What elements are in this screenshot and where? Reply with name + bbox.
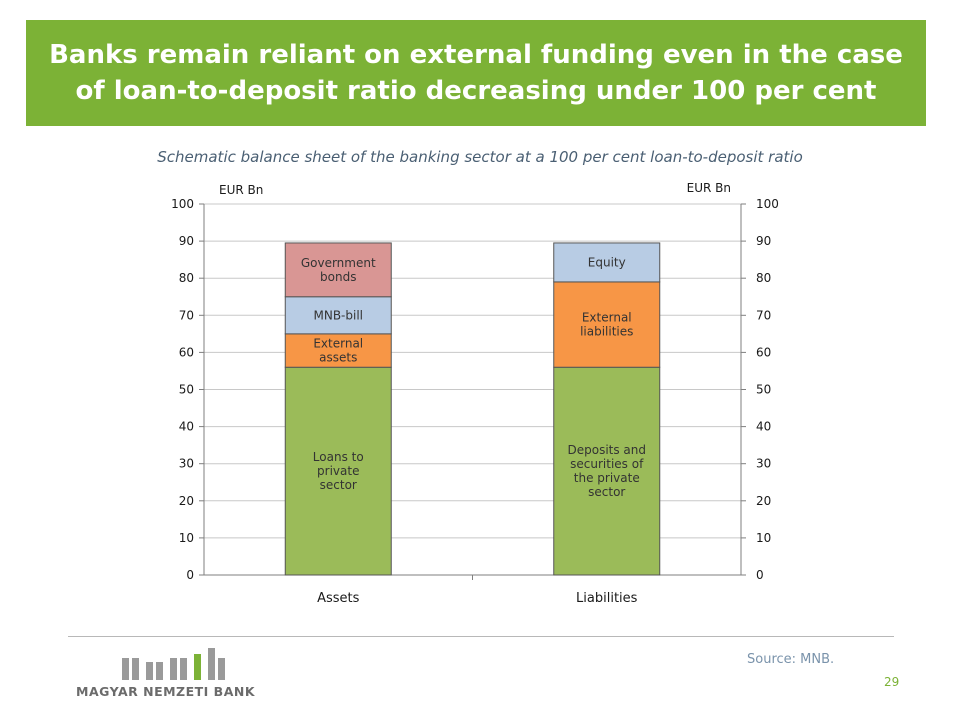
left-axis-unit-label: EUR Bn — [219, 183, 263, 197]
chart-subtitle: Schematic balance sheet of the banking s… — [157, 148, 803, 166]
bar-segment — [553, 242, 661, 283]
segment-label: bonds — [320, 270, 356, 284]
segment-label: sector — [320, 478, 357, 492]
y-tick-label-right: 90 — [756, 234, 771, 248]
segment-label: sector — [588, 485, 625, 499]
y-tick-label-right: 30 — [756, 457, 771, 471]
segment-label: assets — [319, 351, 357, 365]
segment-label: the private — [574, 471, 640, 485]
segment-label: External — [313, 337, 363, 351]
segment-label: Loans to — [313, 450, 364, 464]
y-tick-label-right: 10 — [756, 531, 771, 545]
segment-label: private — [317, 464, 359, 478]
title-banner: Banks remain reliant on external funding… — [26, 20, 926, 126]
source-note: Source: MNB. — [747, 652, 835, 667]
y-tick-label-left: 0 — [186, 568, 194, 582]
logo-bars-icon — [122, 648, 225, 680]
y-tick-label-left: 90 — [179, 234, 194, 248]
y-tick-label-left: 50 — [179, 383, 194, 397]
y-tick-label-right: 60 — [756, 345, 771, 359]
y-tick-label-left: 40 — [179, 420, 194, 434]
bar-segment — [553, 366, 661, 576]
y-tick-label-right: 80 — [756, 271, 771, 285]
page-number: 29 — [884, 675, 900, 689]
stacked-bar-chart: 0 0 10 10 20 20 30 30 40 40 50 50 60 60 70 70 80 80 90 90 10… — [171, 181, 779, 606]
y-tick-label-right: 70 — [756, 308, 771, 322]
segment-label: Equity — [588, 255, 626, 269]
x-category-label: Assets — [317, 591, 360, 606]
segment-label: Deposits and — [567, 443, 646, 457]
right-axis-unit-label: EUR Bn — [687, 181, 731, 195]
segment-label: Government — [301, 256, 376, 270]
bar-segment — [284, 296, 392, 335]
y-tick-label-left: 30 — [179, 457, 194, 471]
y-tick-label-right: 100 — [756, 197, 779, 211]
y-tick-label-right: 20 — [756, 494, 771, 508]
y-tick-label-left: 60 — [179, 345, 194, 359]
y-tick-label-left: 80 — [179, 271, 194, 285]
bar-segment — [284, 333, 392, 368]
segment-label: External — [582, 311, 632, 325]
logo-text: MAGYAR NEMZETI BANK — [76, 684, 256, 699]
y-tick-label-right: 0 — [756, 568, 764, 582]
y-tick-label-right: 50 — [756, 383, 771, 397]
y-tick-label-left: 100 — [171, 197, 194, 211]
x-category-label: Liabilities — [576, 591, 638, 606]
mnb-logo: MAGYAR NEMZETI BANK — [72, 640, 272, 710]
segment-label: liabilities — [580, 325, 633, 339]
y-tick-label-left: 10 — [179, 531, 194, 545]
y-tick-label-left: 20 — [179, 494, 194, 508]
bar-segment — [553, 281, 661, 368]
footer-divider — [68, 636, 894, 637]
segment-label: MNB-bill — [313, 308, 363, 322]
slide-title: Banks remain reliant on external funding… — [49, 40, 903, 106]
segment-label: securities of — [570, 457, 644, 471]
bar-segment — [284, 242, 392, 298]
y-tick-label-left: 70 — [179, 308, 194, 322]
y-tick-label-right: 40 — [756, 420, 771, 434]
